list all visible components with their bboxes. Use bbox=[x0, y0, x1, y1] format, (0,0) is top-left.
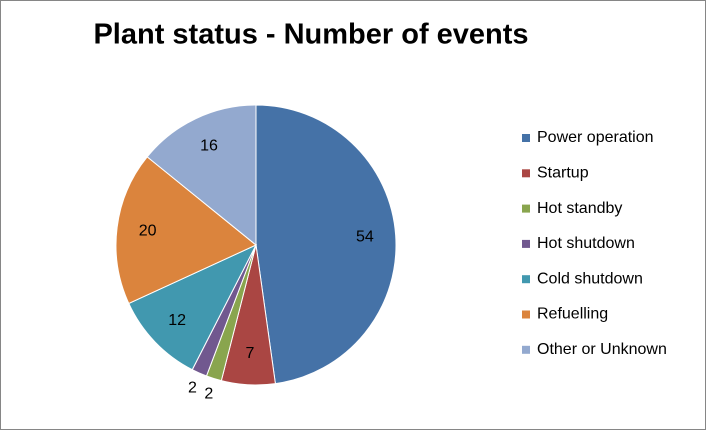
legend-swatch bbox=[522, 310, 530, 319]
legend-swatch bbox=[522, 134, 530, 142]
pie-slice bbox=[115, 156, 257, 305]
chart-title: Plant status - Number of events bbox=[93, 19, 528, 51]
data-label: 7 bbox=[245, 345, 254, 362]
pie-slice bbox=[128, 243, 258, 371]
data-label: 54 bbox=[356, 229, 374, 246]
legend-swatch bbox=[522, 169, 530, 178]
legend-swatch bbox=[522, 275, 530, 284]
pie-slice bbox=[255, 104, 397, 385]
legend-swatch bbox=[522, 204, 530, 213]
legend-label: Hot standby bbox=[537, 200, 622, 217]
data-label: 20 bbox=[139, 223, 157, 240]
legend-swatch bbox=[522, 239, 530, 248]
legend-label: Cold shutdown bbox=[537, 270, 643, 287]
data-label: 2 bbox=[204, 386, 213, 403]
legend-label: Hot shutdown bbox=[537, 235, 635, 252]
legend-swatch bbox=[522, 345, 530, 354]
legend-label: Startup bbox=[537, 165, 589, 182]
legend-label: Power operation bbox=[537, 129, 654, 146]
pie-slice bbox=[146, 104, 257, 247]
legend-label: Other or Unknown bbox=[537, 341, 667, 358]
data-label: 2 bbox=[188, 380, 197, 397]
legend-label: Refuelling bbox=[537, 306, 608, 323]
data-label: 16 bbox=[200, 138, 218, 155]
data-label: 12 bbox=[168, 312, 186, 329]
